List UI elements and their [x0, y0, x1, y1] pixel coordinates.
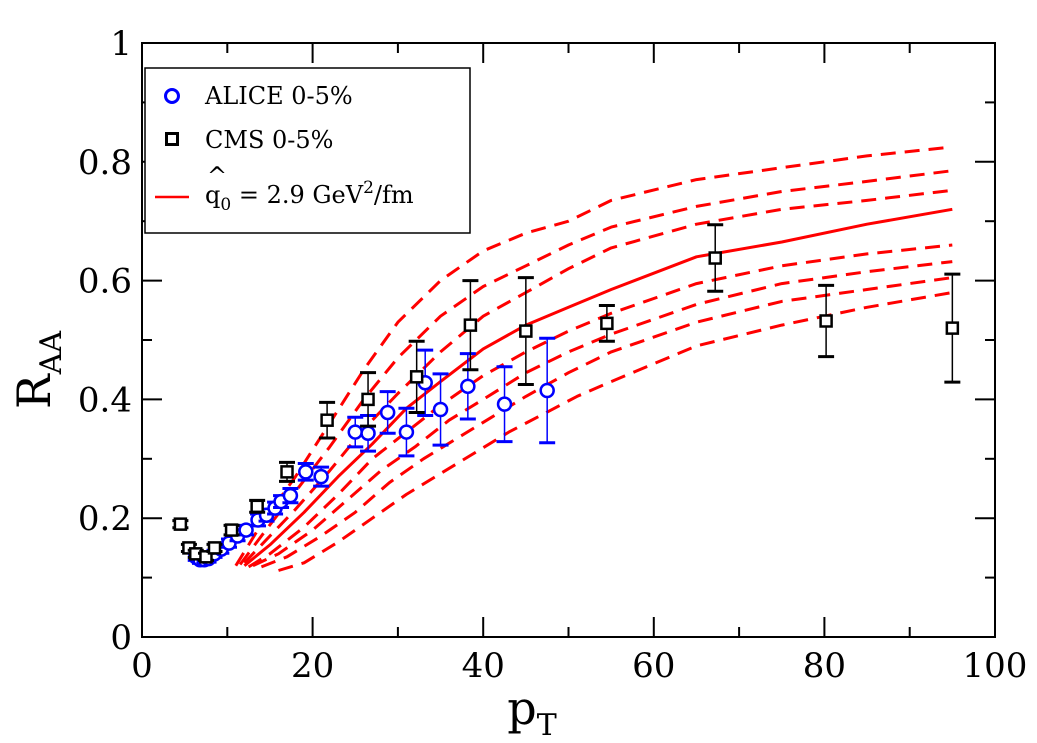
cms-marker	[463, 318, 478, 332]
cms-point	[818, 283, 835, 359]
alice-marker	[360, 425, 376, 442]
alice-marker	[282, 487, 299, 504]
legend-box	[144, 67, 471, 234]
y-tick-label: 0.4	[78, 380, 132, 420]
cms-marker	[519, 324, 533, 338]
alice-marker	[238, 522, 254, 538]
alice-marker	[539, 382, 555, 399]
cms-point	[206, 541, 223, 555]
x-tick-label: 0	[131, 646, 153, 686]
cms-marker	[207, 541, 222, 555]
cms-point	[408, 339, 425, 414]
cms-point	[223, 523, 240, 537]
y-tick-label: 0.2	[78, 499, 132, 539]
cms-marker	[280, 465, 294, 479]
alice-point	[313, 465, 330, 488]
cms-marker	[945, 321, 960, 335]
cms-point	[598, 304, 615, 343]
x-tick-label: 100	[963, 646, 1028, 686]
cms-marker	[173, 517, 188, 531]
cms-marker	[250, 499, 264, 514]
alice-series	[187, 336, 556, 568]
legend-alice-label: ALICE 0-5%	[204, 82, 353, 110]
x-axis-title: pT	[507, 681, 556, 743]
cms-series	[172, 223, 961, 564]
legend-cms-label: CMS 0-5%	[205, 126, 333, 154]
x-tick-label: 60	[632, 646, 675, 686]
alice-point	[398, 406, 415, 458]
alice-marker	[460, 378, 476, 395]
theory-dash-4	[247, 243, 953, 569]
theory-dash-5	[252, 260, 953, 568]
alice-marker	[398, 424, 415, 440]
legend-cms-marker	[165, 132, 179, 146]
cms-point	[707, 223, 724, 293]
alice-point	[297, 462, 314, 482]
cms-marker	[708, 251, 722, 265]
cms-marker	[361, 392, 375, 407]
legend-entry-alice: ALICE 0-5%	[164, 82, 353, 110]
y-tick-label: 1	[110, 24, 132, 64]
y-tick-label: 0.6	[78, 262, 132, 302]
alice-point	[539, 336, 556, 445]
cms-point	[279, 460, 296, 483]
y-tick-label: 0	[110, 618, 132, 658]
x-tick-label: 40	[462, 646, 505, 686]
alice-point	[459, 352, 476, 421]
legend-theory-hat: ^	[207, 162, 227, 190]
alice-marker	[347, 424, 363, 440]
cms-marker	[320, 413, 334, 427]
cms-marker	[409, 370, 424, 384]
cms-marker	[600, 316, 614, 331]
legend-alice-marker	[164, 88, 180, 104]
alice-point	[379, 390, 396, 435]
cms-marker	[224, 523, 239, 537]
alice-marker	[496, 396, 513, 412]
cms-point	[462, 279, 479, 372]
theory-dash-6	[260, 276, 953, 569]
cms-point	[319, 400, 336, 440]
cms-point	[944, 272, 961, 384]
alice-point	[282, 487, 299, 505]
y-axis-title-sub: AA	[34, 331, 69, 376]
alice-marker	[298, 464, 314, 480]
cms-point	[249, 498, 266, 514]
x-axis-title-sub: T	[537, 708, 557, 743]
theory-dash-1	[234, 145, 953, 567]
data-points	[172, 223, 961, 568]
cms-point	[517, 276, 534, 387]
legend-entry-theory: ^ q0 = 2.9 GeV2/fm	[155, 162, 414, 215]
y-axis-title: RAA	[7, 331, 69, 409]
alice-point	[432, 372, 449, 447]
cms-marker	[199, 550, 213, 564]
alice-point	[273, 493, 290, 510]
cms-point	[197, 550, 214, 564]
alice-marker	[432, 401, 449, 418]
x-tick-label: 20	[291, 646, 334, 686]
theory-dash-3	[243, 188, 953, 564]
legend-theory-label: q0 = 2.9 GeV2/fm	[205, 178, 414, 215]
cms-point	[172, 517, 189, 531]
alice-marker	[379, 404, 396, 421]
y-tick-label: 0.8	[78, 143, 132, 183]
legend: ALICE 0-5% CMS 0-5% ^ q0 = 2.9 GeV2/fm	[144, 67, 471, 234]
axes: 0 20 40 60 80 100 0 0.2 0.4 0.6 0.8 1	[78, 24, 1028, 686]
cms-point	[360, 371, 377, 428]
cms-marker	[819, 314, 833, 328]
theory-solid	[243, 207, 953, 567]
alice-point	[496, 365, 513, 444]
x-tick-label: 80	[803, 646, 846, 686]
alice-marker	[313, 468, 329, 485]
legend-entry-cms: CMS 0-5%	[165, 126, 333, 154]
theory-dash-7	[278, 291, 953, 572]
